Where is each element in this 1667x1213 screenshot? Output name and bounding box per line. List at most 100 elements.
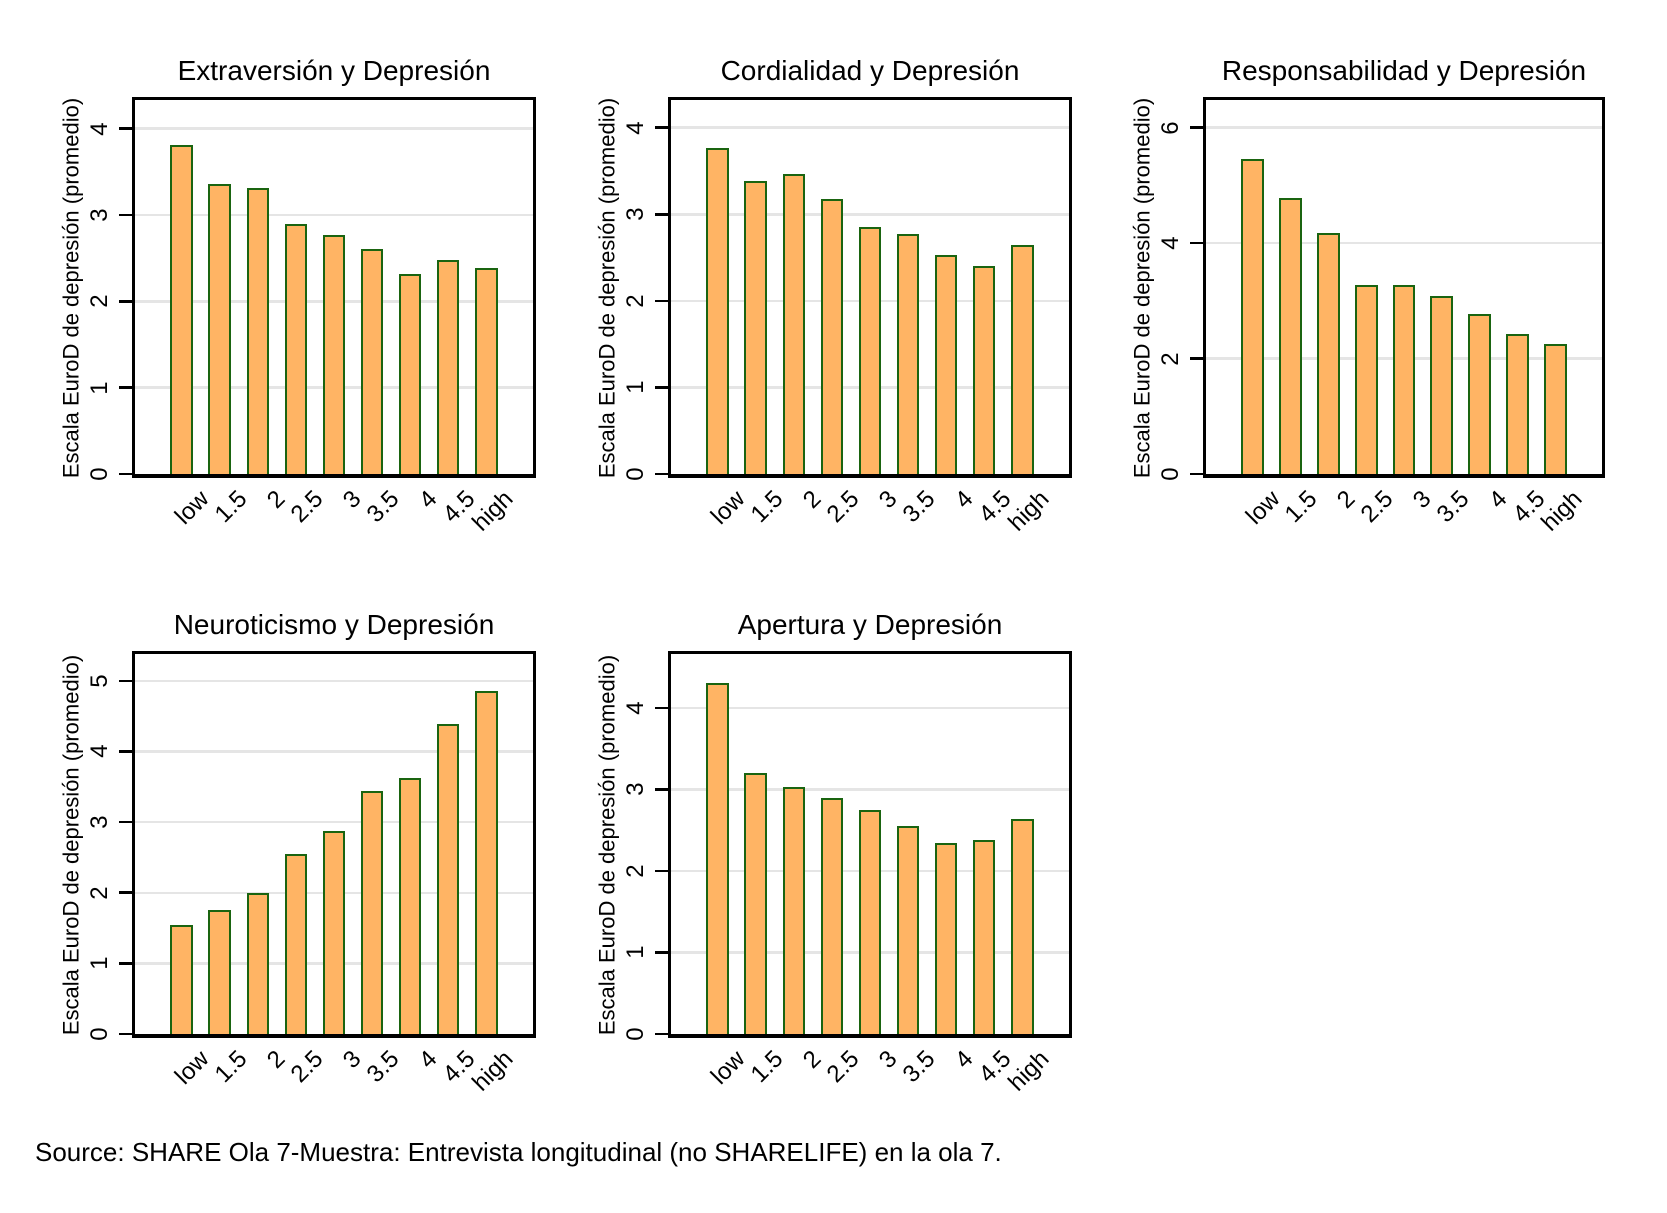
x-tick-label: 1.5 <box>209 485 253 528</box>
x-tick-label: high <box>1536 485 1588 537</box>
bar <box>1430 296 1454 474</box>
bar <box>1392 285 1416 474</box>
x-tick-label: high <box>1003 485 1055 537</box>
gridline <box>135 820 533 824</box>
bar <box>360 791 384 1034</box>
y-tick-label: 1 <box>622 945 649 960</box>
bar <box>246 893 270 1034</box>
bar <box>706 682 730 1034</box>
x-tick-label: 3 <box>873 1045 903 1074</box>
bar <box>170 144 194 474</box>
x-tick-label: low <box>705 1045 751 1090</box>
y-tick-mark <box>119 962 132 965</box>
bar <box>1544 344 1567 474</box>
bar <box>820 797 844 1034</box>
gridline <box>135 386 533 389</box>
bar <box>322 830 346 1034</box>
x-tick-label: 3.5 <box>361 1045 405 1088</box>
bar <box>1354 284 1378 474</box>
bar <box>1010 244 1034 474</box>
plot-area <box>668 97 1072 478</box>
x-tick-label: 4.5 <box>437 485 481 528</box>
bar <box>398 777 422 1034</box>
x-tick-label: 2 <box>797 1045 827 1074</box>
x-tick-label: 2 <box>261 485 291 514</box>
gridline <box>671 706 1069 710</box>
x-tick-label: 4.5 <box>1507 485 1550 528</box>
x-tick-label: 2.5 <box>285 485 329 528</box>
x-tick-label: high <box>467 485 519 537</box>
y-tick-mark <box>119 679 132 683</box>
source-note: Source: SHARE Ola 7-Muestra: Entrevista … <box>35 1137 1002 1167</box>
bar <box>782 786 806 1034</box>
x-tick-label: low <box>169 1045 215 1090</box>
bar <box>474 691 498 1034</box>
y-tick-mark <box>655 951 668 954</box>
x-tick-label: high <box>1003 1045 1055 1097</box>
gridline <box>135 300 533 303</box>
x-tick-label: 4 <box>413 1045 443 1074</box>
y-tick-mark <box>655 869 668 873</box>
gridline <box>1206 241 1602 245</box>
x-tick-label: low <box>1240 485 1286 530</box>
y-tick-label: 6 <box>1157 121 1184 135</box>
x-tick-label: 3 <box>337 1045 367 1074</box>
gridline <box>135 679 533 683</box>
chart-title: Responsabilidad y Depresión <box>1221 55 1587 86</box>
x-tick-label: 2.5 <box>821 1045 865 1088</box>
y-tick-mark <box>119 213 132 217</box>
y-tick-label: 3 <box>86 208 113 222</box>
y-axis-title: Escala EuroD de depresión (promedio) <box>58 654 83 1035</box>
bar <box>322 234 346 474</box>
bar <box>398 274 422 474</box>
y-tick-mark <box>119 300 132 303</box>
gridline <box>135 213 533 217</box>
gridline <box>135 891 533 894</box>
bar <box>934 254 958 474</box>
chart-title: Neuroticismo y Depresión <box>173 609 495 640</box>
x-tick-label: 2 <box>261 1045 291 1074</box>
x-tick-label: 3.5 <box>1431 485 1475 528</box>
bar <box>972 839 996 1034</box>
bar <box>896 826 920 1034</box>
bar <box>782 174 806 474</box>
y-tick-label: 4 <box>86 121 113 136</box>
x-tick-label: 3.5 <box>361 485 405 528</box>
bar <box>1506 334 1529 474</box>
plot-area <box>1203 97 1605 478</box>
bar <box>436 723 460 1034</box>
gridline <box>1206 357 1602 360</box>
y-axis-title: Escala EuroD de depresión (promedio) <box>594 654 619 1035</box>
x-tick-label: 1.5 <box>745 1045 789 1088</box>
gridline <box>671 788 1069 791</box>
x-tick-label: 3 <box>337 485 367 514</box>
x-tick-label: 2.5 <box>1355 485 1399 528</box>
bar <box>858 227 882 474</box>
gridline <box>135 962 533 965</box>
chart-title: Extraversión y Depresión <box>177 55 491 86</box>
y-tick-mark <box>1190 241 1203 245</box>
y-tick-mark <box>1190 357 1203 360</box>
chart-title: Apertura y Depresión <box>737 609 1003 640</box>
x-tick-label: 4.5 <box>437 1045 481 1088</box>
y-tick-mark <box>119 820 132 824</box>
y-tick-mark <box>1190 472 1203 476</box>
y-tick-label: 5 <box>86 674 113 688</box>
y-tick-mark <box>119 386 132 389</box>
bar <box>1316 232 1340 474</box>
x-tick-label: 3 <box>873 485 903 514</box>
bar <box>1279 197 1302 474</box>
y-tick-mark <box>655 126 668 129</box>
gridline <box>671 213 1069 216</box>
bar <box>246 188 270 474</box>
x-tick-label: 3.5 <box>897 1045 941 1088</box>
bar <box>706 147 730 474</box>
y-tick-label: 0 <box>1157 467 1184 481</box>
x-tick-label: 4 <box>1483 485 1513 514</box>
y-tick-label: 4 <box>1157 236 1184 250</box>
